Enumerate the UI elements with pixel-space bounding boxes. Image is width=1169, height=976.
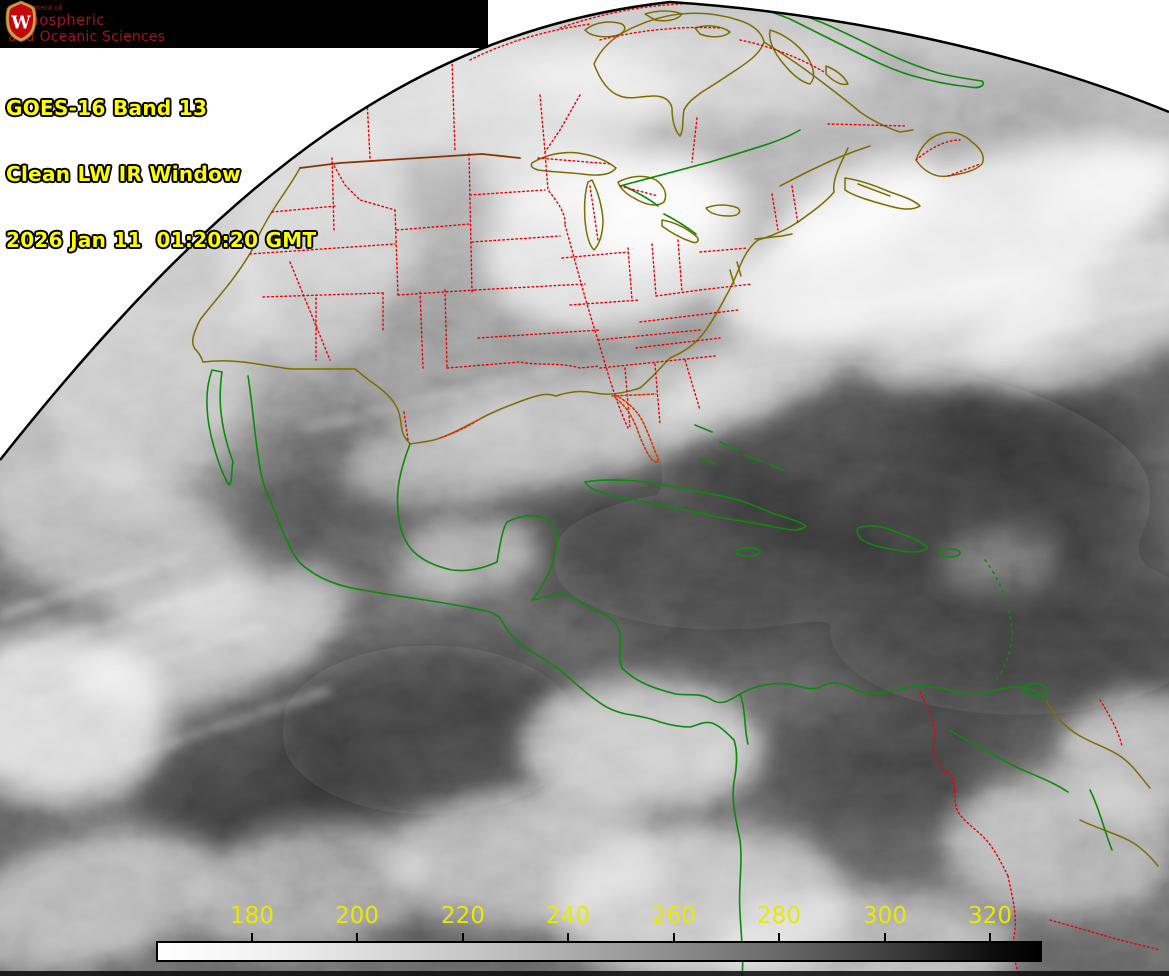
uw-crest-icon: W [5,0,37,42]
colorbar-tick-label: 180 [230,903,274,929]
colorbar-tick-label: 220 [441,903,485,929]
colorbar-tick-label: 320 [968,903,1012,929]
temperature-colorbar [156,941,1042,962]
department-name-line2: and Oceanic Sciences [8,28,166,45]
colorbar-tick-label: 200 [335,903,379,929]
earth-limb [0,0,1169,461]
crest-letter: W [10,13,31,33]
department-prefix: Department of [8,3,62,12]
uw-logo-banner: W Department of Atmospheric and Oceanic … [0,0,488,48]
colorbar-tick [673,933,675,941]
colorbar-tick-label: 240 [546,903,590,929]
florida-coast [439,393,660,463]
colorbar-tick [884,933,886,941]
colorbar-tick [251,933,253,941]
colorbar-tick [356,933,358,941]
colorbar-tick [567,933,569,941]
colorbar-tick [778,933,780,941]
tropical-coastlines [206,3,1113,976]
colorbar-tick-label: 260 [652,903,696,929]
annotation-satellite-band: GOES-16 Band 13 [6,96,208,120]
north-coastlines [192,10,1159,867]
annotation-product-name: Clean LW IR Window [6,162,241,186]
image-annotation: GOES-16 Band 13 Clean LW IR Window 2026 … [6,53,316,295]
colorbar-tick-label: 280 [757,903,801,929]
colorbar-tick [462,933,464,941]
annotation-timestamp: 2026 Jan 11 01:20:20 GMT [6,228,317,252]
us-canada-border [299,153,521,169]
colorbar-tick-label: 300 [863,903,907,929]
colorbar-tick [989,933,991,941]
